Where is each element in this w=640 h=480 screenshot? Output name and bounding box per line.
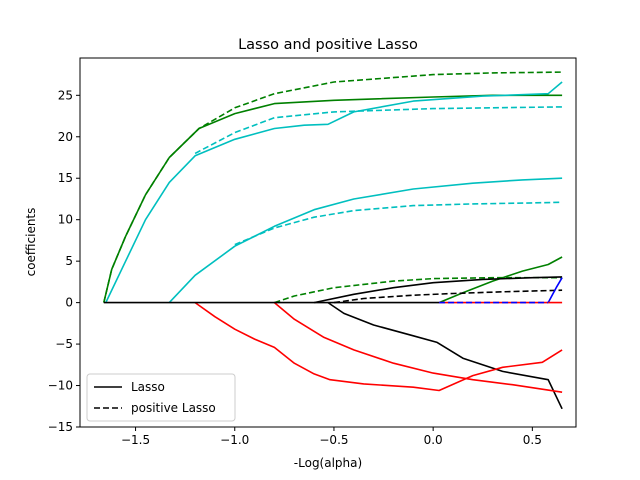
y-tick-label: 15 [58,171,73,185]
series-positive-black-pos [333,289,563,304]
x-axis-label: -Log(alpha) [294,456,362,470]
series-positive-cyan-2 [234,201,563,246]
y-tick-label: 5 [65,254,73,268]
series-lasso-red-1 [194,301,563,392]
x-tick-label: −0.5 [319,433,348,447]
y-axis-label: coefficients [24,208,38,277]
y-axis-ticks: −15 −10 −5 0 5 10 15 20 25 [48,88,80,434]
series-positive-green-low [274,276,563,304]
y-tick-label: −10 [48,379,73,393]
legend-box [86,373,236,422]
x-tick-label: 0.5 [523,433,542,447]
legend-label: Lasso [131,380,165,394]
y-tick-label: 20 [58,130,73,144]
x-tick-label: −1.5 [121,433,150,447]
y-tick-label: −15 [48,420,73,434]
y-tick-label: 25 [58,88,73,102]
series-lasso-blue [547,277,563,303]
legend-label: positive Lasso [131,401,216,415]
series-lasso-black-neg [327,301,563,410]
series-lasso-cyan-1 [105,81,563,303]
y-tick-label: 10 [58,213,73,227]
series-positive-cyan-1 [194,106,563,155]
series-lasso-cyan-2 [168,177,563,304]
series-lasso-green-top [103,94,563,303]
axes-frame [79,57,577,428]
chart-title: Lasso and positive Lasso [238,37,418,53]
x-tick-label: −1.0 [220,433,249,447]
y-tick-label: 0 [65,296,73,310]
series-lasso-red-2 [273,301,563,393]
series-lasso-green-low [438,256,563,304]
series-positive-green-top [103,71,563,303]
series-lasso-black-pos [313,276,563,304]
x-axis-ticks: −1.5 −1.0 −0.5 0.0 0.5 [121,427,542,447]
legend: Lasso positive Lasso [86,373,236,422]
series-layer [103,71,563,410]
y-tick-label: −5 [55,337,73,351]
x-tick-label: 0.0 [424,433,443,447]
